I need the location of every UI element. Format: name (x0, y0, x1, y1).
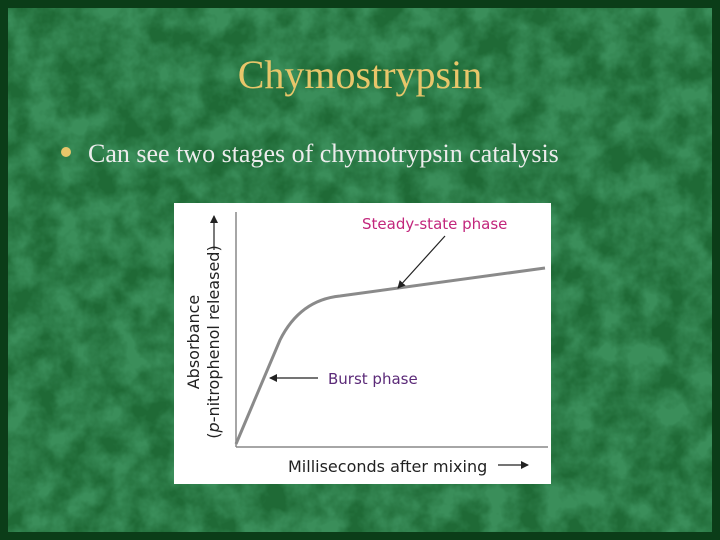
bullet-dot (61, 147, 71, 157)
slide-title: Chymostrypsin (238, 52, 482, 97)
curve (234, 266, 546, 445)
x-label: Milliseconds after mixing (288, 457, 487, 476)
figure-panel (174, 203, 551, 484)
y-label-part: ( (204, 432, 223, 438)
annotation: Burst phase (328, 370, 418, 388)
figure: Absorbance (p-nitrophenol released) Mill… (174, 203, 551, 484)
bullet-text: Can see two stages of chymotrypsin catal… (88, 139, 559, 168)
y-label-part: -nitrophenol released) (204, 245, 223, 422)
annotation: Steady-state phase (362, 215, 507, 233)
y-label-part: p (204, 422, 223, 433)
y-label-line2: (p-nitrophenol released) (204, 245, 223, 438)
y-label-line1: Absorbance (184, 295, 203, 390)
annotation-arrow (397, 235, 446, 289)
